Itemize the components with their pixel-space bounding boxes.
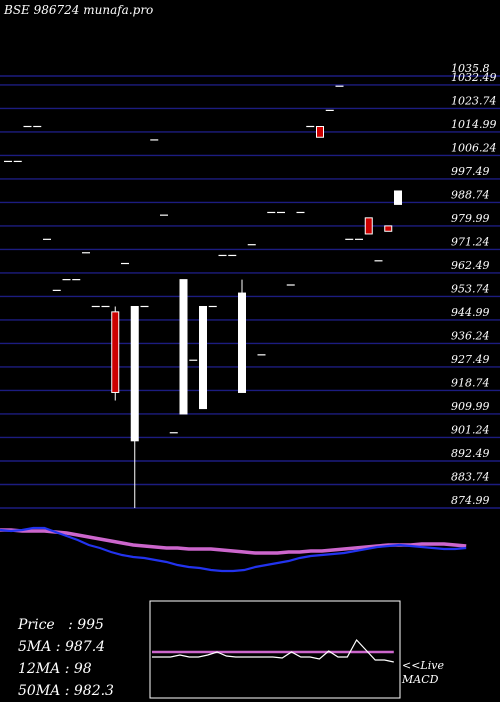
y-tick-label: 979.99 [451, 212, 490, 225]
macd-frame [149, 600, 401, 699]
moving-averages [0, 526, 467, 573]
stats-panel: Price : 995 5MA : 987.4 12MA : 98 50MA :… [18, 614, 114, 702]
y-tick-label: 883.74 [451, 470, 490, 483]
candle-body [384, 225, 393, 232]
y-tick-label: 953.74 [451, 282, 490, 295]
candle-body [394, 190, 402, 205]
y-tick-label: 1023.74 [451, 94, 497, 107]
y-tick-label: 901.24 [451, 423, 490, 436]
price-stat: Price : 995 [18, 617, 104, 633]
macd-label: MACD [402, 673, 439, 686]
y-tick-label: 1006.24 [451, 141, 497, 154]
y-tick-label: 971.24 [451, 235, 490, 248]
y-tick-label: 988.74 [451, 188, 490, 201]
candle-body [111, 311, 120, 393]
y-tick-label: 909.99 [451, 400, 490, 413]
candles [4, 85, 402, 508]
chart-title: BSE 986724 munafa.pro [4, 3, 154, 17]
y-tick-label: 927.49 [451, 353, 490, 366]
ma-long-line [0, 528, 467, 555]
candle-body [364, 217, 373, 235]
candle-body [238, 292, 246, 393]
y-tick-label: 1035.8 [451, 62, 490, 75]
candle-body [199, 305, 207, 410]
y-tick-label: 962.49 [451, 259, 490, 272]
ma12-stat: 12MA : 98 [18, 661, 92, 677]
gridlines [0, 75, 500, 509]
macd-live-label: <<Live MACD [402, 659, 444, 687]
y-tick-label: 1032.49 [451, 71, 497, 84]
y-tick-label: 944.99 [451, 306, 490, 319]
y-tick-label: 874.99 [451, 494, 490, 507]
live-indicator: <<Live [402, 659, 444, 672]
y-tick-label: 1014.99 [451, 118, 497, 131]
ma-short-line [0, 526, 467, 573]
y-tick-label: 997.49 [451, 165, 490, 178]
y-tick-label: 918.74 [451, 376, 490, 389]
y-tick-label: 892.49 [451, 447, 490, 460]
ma5-stat: 5MA : 987.4 [18, 639, 106, 655]
candle-body [130, 305, 139, 442]
candle-body [179, 279, 188, 415]
ma50-stat: 50MA : 982.3 [18, 683, 114, 699]
macd-pane [149, 600, 401, 699]
macd-line [152, 638, 394, 663]
candle-body [316, 126, 324, 138]
y-tick-label: 936.24 [451, 329, 490, 342]
